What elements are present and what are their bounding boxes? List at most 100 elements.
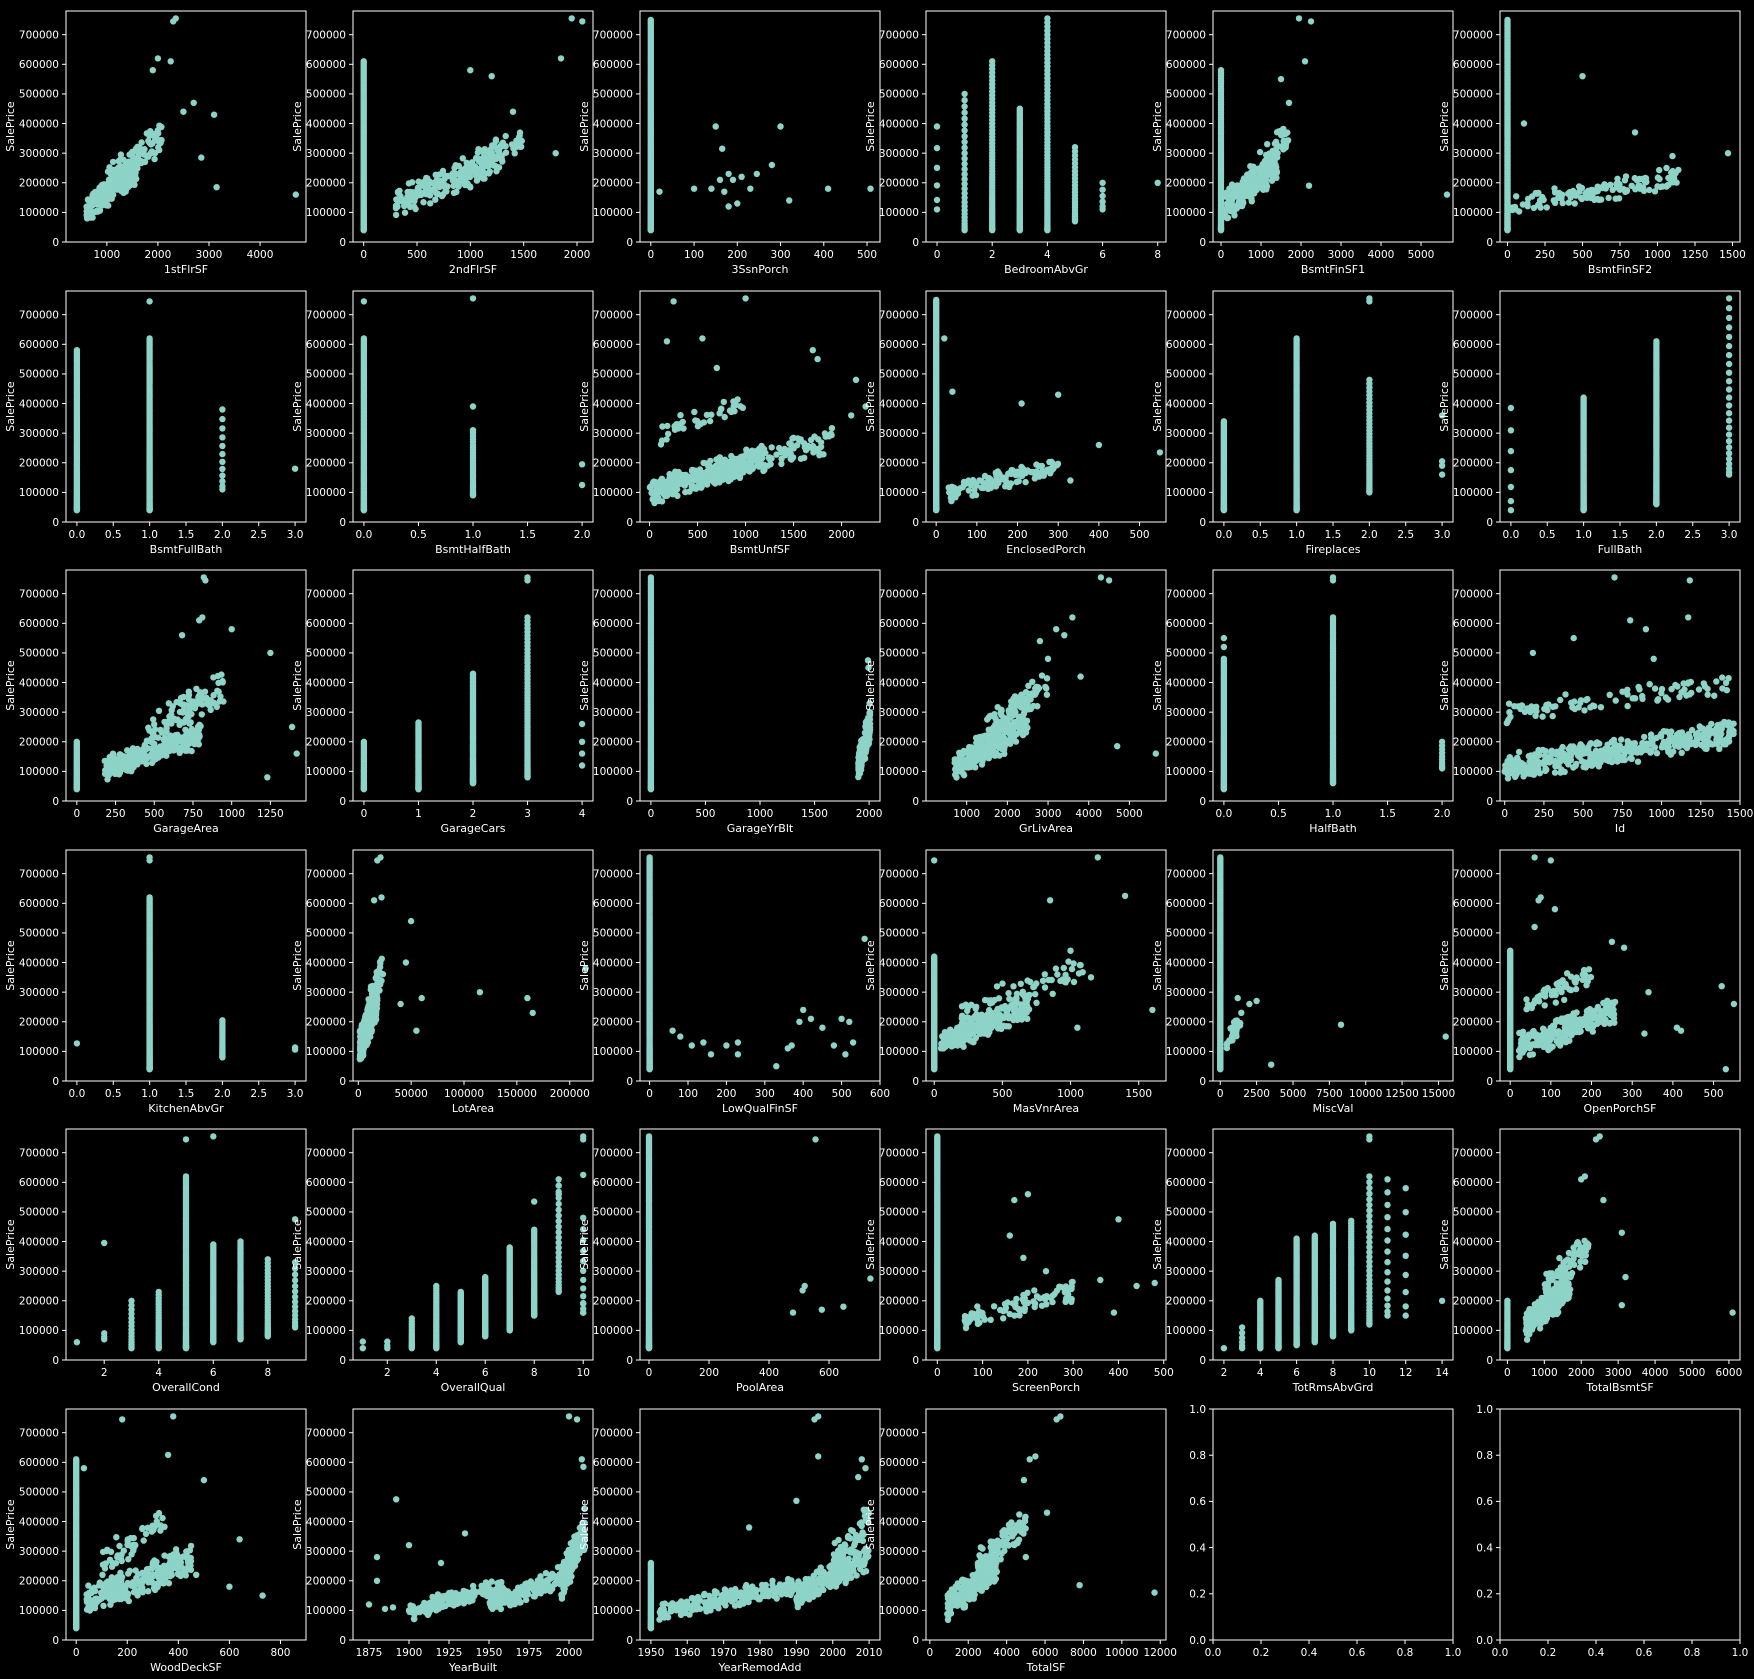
- y-tick-label: 400000: [879, 118, 919, 130]
- data-point: [467, 67, 474, 74]
- data-point: [933, 182, 941, 189]
- data-point: [119, 758, 127, 765]
- data-point: [1009, 467, 1016, 474]
- data-point: [828, 425, 836, 432]
- data-point: [524, 574, 531, 581]
- data-point: [1234, 193, 1241, 200]
- data-point: [1725, 295, 1733, 302]
- data-point: [185, 713, 192, 720]
- data-point: [963, 480, 970, 487]
- data-point: [217, 693, 224, 700]
- data-point: [961, 133, 968, 140]
- x-tick-label: 0: [647, 249, 654, 261]
- data-point: [453, 188, 460, 196]
- data-point: [734, 396, 741, 403]
- x-tick-label: 1500: [1719, 249, 1746, 261]
- x-tick-label: 1.5: [1612, 529, 1629, 541]
- data-point: [454, 177, 461, 185]
- data-point: [126, 151, 133, 158]
- y-tick-label: 400000: [593, 398, 633, 410]
- data-point: [1524, 200, 1531, 207]
- data-point: [293, 750, 300, 757]
- axes-frame: [65, 569, 307, 802]
- y-tick-label: 500000: [306, 89, 346, 101]
- data-point: [670, 478, 677, 485]
- data-point: [653, 484, 660, 491]
- data-point: [463, 181, 470, 189]
- data-point: [949, 388, 956, 395]
- x-axis-label: BsmtUnfSF: [730, 543, 791, 556]
- y-tick-label: 600000: [306, 618, 346, 630]
- data-point: [360, 335, 368, 342]
- data-point: [1282, 144, 1289, 151]
- data-point: [824, 185, 832, 192]
- x-axis-label: BsmtHalfBath: [435, 543, 511, 556]
- data-point: [1559, 191, 1566, 198]
- data-point: [196, 617, 203, 624]
- data-point: [1280, 137, 1288, 144]
- data-point: [524, 614, 531, 621]
- data-point: [1507, 483, 1515, 491]
- x-tick-label: 2: [989, 249, 996, 261]
- y-tick-label: 400000: [1166, 398, 1206, 410]
- data-point: [1579, 73, 1586, 80]
- data-point: [1228, 197, 1236, 204]
- y-tick-label: 0: [52, 517, 59, 529]
- marker-layer: [646, 295, 869, 507]
- data-point: [1033, 468, 1040, 475]
- data-point: [476, 165, 483, 173]
- y-tick-label: 100000: [306, 766, 346, 778]
- y-axis-label: SalePrice: [4, 381, 17, 432]
- y-tick-label: 100000: [879, 207, 919, 219]
- y-tick-label: 700000: [1453, 309, 1493, 321]
- data-point: [647, 16, 654, 24]
- data-point: [1559, 199, 1566, 207]
- data-point: [485, 169, 493, 176]
- data-point: [1253, 186, 1260, 193]
- data-point: [947, 494, 954, 502]
- data-point: [109, 158, 117, 166]
- y-tick-label: 500000: [19, 89, 59, 101]
- data-point: [1252, 180, 1259, 188]
- data-point: [183, 736, 191, 743]
- marker-layer: [933, 15, 1161, 234]
- data-point: [1613, 184, 1621, 191]
- data-point: [691, 408, 698, 416]
- data-point: [172, 15, 179, 22]
- data-point: [666, 483, 673, 490]
- data-point: [475, 157, 483, 164]
- data-point: [712, 123, 719, 130]
- data-point: [469, 427, 477, 434]
- y-tick-label: 0: [626, 237, 633, 249]
- data-point: [1725, 333, 1733, 341]
- y-tick-label: 200000: [306, 178, 346, 190]
- y-tick-label: 300000: [1166, 428, 1206, 440]
- x-tick-label: 0: [73, 808, 80, 820]
- subplot-BsmtFinSF1: 0 1000 2000 3000 4000 50000100000200000300000…: [1151, 10, 1454, 276]
- data-point: [214, 687, 221, 694]
- data-point: [1725, 378, 1733, 385]
- data-point: [1022, 478, 1029, 486]
- data-point: [719, 145, 726, 152]
- data-point: [125, 161, 132, 168]
- data-point: [1007, 480, 1015, 487]
- marker-layer: [1504, 16, 1732, 234]
- data-point: [219, 406, 226, 413]
- x-tick-label: 750: [183, 808, 203, 820]
- x-tick-label: 1000: [93, 249, 120, 261]
- data-point: [459, 155, 466, 162]
- data-point: [108, 171, 116, 178]
- data-point: [675, 468, 682, 476]
- data-point: [467, 162, 474, 169]
- y-tick-label: 0: [1199, 517, 1206, 529]
- data-point: [481, 175, 488, 182]
- x-tick-label: 3.0: [1434, 529, 1451, 541]
- data-point: [219, 425, 226, 432]
- y-tick-label: 100000: [1453, 207, 1493, 219]
- data-point: [394, 203, 401, 210]
- data-point: [1099, 186, 1106, 193]
- data-point: [451, 164, 458, 172]
- data-point: [517, 143, 524, 150]
- data-point: [1048, 458, 1055, 465]
- data-point: [722, 465, 729, 472]
